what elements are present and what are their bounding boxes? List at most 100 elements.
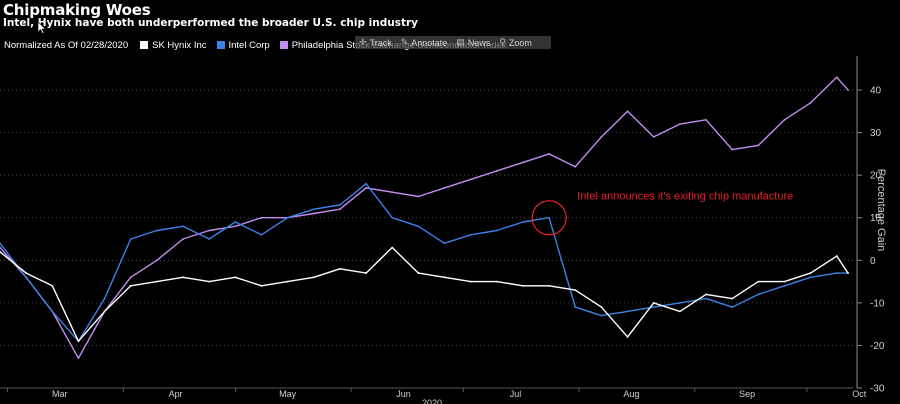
x-tick-label: Jul — [510, 389, 522, 399]
data-point-sk-hynix — [25, 272, 28, 274]
data-point-intel — [417, 225, 420, 228]
annotation-circle — [531, 200, 567, 236]
series-line-sk-hynix — [0, 246, 849, 342]
data-point-intel — [757, 293, 760, 296]
data-point-sox — [365, 187, 367, 189]
data-point-intel — [51, 310, 54, 313]
data-point-sox — [847, 89, 849, 91]
data-point-sox — [339, 208, 341, 211]
data-point-sox — [731, 148, 734, 151]
y-tick-label: -10 — [870, 298, 885, 309]
data-point-intel — [731, 306, 734, 309]
data-point-sk-hynix — [77, 340, 80, 343]
x-tick-label: Sep — [739, 389, 755, 399]
x-axis: Mar Apr May Jun Jul Aug Sep Oct 2020 — [0, 387, 867, 404]
zoom-button[interactable]: ⚲ Zoom — [499, 37, 532, 48]
data-point-sk-hynix — [0, 250, 1, 253]
data-point-sox — [626, 110, 629, 113]
data-point-sox — [182, 238, 184, 240]
data-point-sk-hynix — [495, 280, 498, 283]
data-point-sk-hynix — [835, 255, 838, 257]
data-point-sk-hynix — [626, 336, 629, 338]
data-point-intel — [783, 284, 786, 287]
legend-label-intel: Intel Corp — [228, 39, 270, 51]
y-tick-label: 10 — [870, 213, 882, 224]
news-button[interactable]: ▤ News — [456, 37, 490, 48]
data-point-sox — [495, 170, 498, 172]
data-point-intel — [365, 182, 367, 185]
x-tick-label: Jun — [396, 389, 411, 399]
data-point-sk-hynix — [678, 310, 681, 313]
legend-item-sk-hynix[interactable]: SK Hynix Inc — [140, 40, 207, 51]
x-tick-label: May — [279, 389, 297, 399]
data-point-intel — [155, 229, 158, 232]
data-point-sox — [260, 216, 263, 219]
data-point-intel — [835, 272, 838, 274]
data-point-sox — [208, 229, 211, 232]
data-point-intel — [312, 208, 315, 211]
data-point-sk-hynix — [339, 267, 341, 270]
legend-item-intel[interactable]: Intel Corp — [216, 39, 270, 51]
data-point-sox — [0, 246, 1, 249]
y-tick-label: 20 — [870, 171, 882, 182]
data-point-sox — [417, 195, 420, 198]
y-tick-label: -30 — [870, 384, 885, 395]
series-line-sox — [0, 76, 849, 359]
data-point-intel — [574, 306, 577, 309]
x-tick-label: Mar — [52, 389, 68, 399]
chart-toolbar: ✛ Track ✎ Annotate ▤ News ⚲ Zoom — [355, 36, 551, 49]
track-button[interactable]: ✛ Track — [359, 37, 392, 48]
data-point-sox — [77, 357, 80, 360]
data-point-intel — [626, 310, 629, 313]
data-point-sk-hynix — [103, 310, 106, 313]
gridlines — [0, 89, 853, 389]
track-label: Track — [369, 37, 392, 48]
legend-swatch-intel — [216, 41, 225, 49]
data-point-sk-hynix — [260, 284, 263, 287]
annotation-layer: Intel announces it's exiting chip manufa… — [531, 191, 793, 236]
data-point-intel — [443, 242, 446, 245]
data-point-sk-hynix — [731, 297, 734, 300]
data-point-sk-hynix — [574, 289, 577, 292]
data-point-intel — [129, 238, 132, 240]
y-tick-label: -20 — [870, 341, 885, 352]
data-point-sk-hynix — [286, 280, 289, 283]
data-point-sk-hynix — [783, 280, 786, 283]
data-point-sox — [234, 225, 237, 228]
data-point-sk-hynix — [652, 301, 655, 304]
y-tick-label: 0 — [870, 256, 876, 267]
annotate-label: Annotate — [411, 37, 448, 48]
data-point-sk-hynix — [847, 272, 849, 274]
data-point-sk-hynix — [129, 284, 132, 287]
data-point-intel — [391, 216, 394, 219]
data-point-sk-hynix — [208, 280, 211, 283]
data-point-sk-hynix — [51, 284, 54, 287]
data-point-intel — [182, 225, 184, 228]
data-point-sk-hynix — [705, 293, 707, 296]
data-point-sox — [391, 191, 394, 194]
data-point-sox — [469, 178, 472, 181]
y-axis: -30 -20 -10 0 10 20 30 40 — [856, 56, 885, 395]
mouse-cursor-icon — [38, 22, 46, 34]
data-point-intel — [522, 221, 524, 223]
data-point-sk-hynix — [182, 276, 184, 279]
data-point-sk-hynix — [469, 280, 472, 283]
data-point-intel — [234, 221, 237, 223]
magnifier-icon: ⚲ — [499, 37, 506, 47]
x-tick-label: Aug — [623, 389, 639, 399]
annotate-button[interactable]: ✎ Annotate — [401, 37, 448, 48]
data-point-sox — [678, 123, 681, 126]
data-point-sox — [835, 76, 838, 79]
crosshair-icon: ✛ — [359, 37, 367, 47]
data-point-intel — [652, 306, 655, 309]
data-point-intel — [0, 242, 1, 245]
data-point-sk-hynix — [757, 280, 760, 283]
data-point-sox — [757, 144, 760, 147]
data-point-intel — [809, 276, 812, 279]
series-lines — [0, 76, 849, 360]
x-tick-label: Oct — [852, 389, 867, 399]
data-point-sox — [522, 161, 524, 164]
data-point-sox — [155, 259, 158, 262]
series-line-intel — [0, 182, 848, 342]
data-point-intel — [548, 216, 551, 219]
